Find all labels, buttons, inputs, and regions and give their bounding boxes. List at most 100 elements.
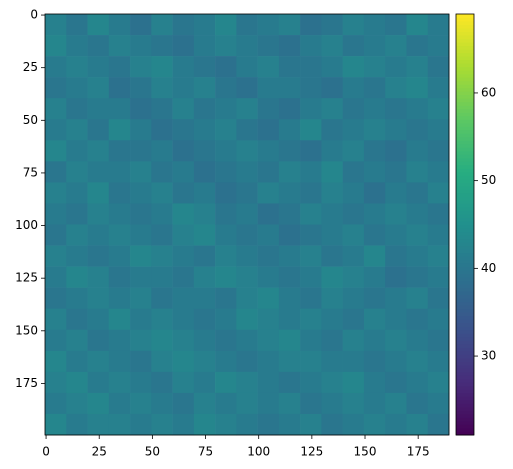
- heatmap-cell: [257, 287, 280, 309]
- heatmap-cell: [342, 266, 365, 288]
- heatmap-cell: [66, 224, 88, 246]
- heatmap-cell: [342, 35, 365, 57]
- heatmap-cell: [87, 140, 110, 162]
- y-tick-label: 50: [23, 113, 38, 127]
- heatmap-cell: [257, 98, 280, 120]
- colorbar-band: [456, 336, 474, 341]
- heatmap-cell: [215, 140, 237, 162]
- heatmap-cell: [66, 77, 88, 99]
- colorbar-band: [456, 206, 474, 211]
- heatmap-cell: [363, 350, 386, 373]
- colorbar-band: [456, 80, 474, 85]
- heatmap-cell: [257, 371, 280, 394]
- heatmap-cell: [406, 287, 429, 309]
- heatmap-cell: [151, 203, 173, 225]
- heatmap-cell: [108, 392, 131, 415]
- colorbar-band: [456, 298, 474, 303]
- heatmap-cell: [385, 308, 407, 331]
- colorbar-band: [456, 238, 474, 243]
- heatmap-cell: [130, 140, 152, 162]
- heatmap-cell: [278, 224, 301, 246]
- heatmap-cell: [193, 35, 216, 57]
- heatmap-cell: [385, 413, 407, 436]
- heatmap-cell: [321, 371, 343, 394]
- heatmap-cell: [278, 35, 301, 57]
- colorbar-band: [456, 164, 474, 169]
- heatmap-cell: [363, 308, 386, 331]
- colorbar-band: [456, 45, 474, 50]
- colorbar-band: [456, 312, 474, 317]
- colorbar-band: [456, 17, 474, 22]
- colorbar-band: [456, 220, 474, 225]
- colorbar-band: [456, 277, 474, 282]
- heatmap-cell: [87, 203, 110, 225]
- heatmap-cell: [130, 182, 152, 204]
- heatmap-cell: [342, 350, 365, 373]
- heatmap-cell: [427, 14, 450, 36]
- heatmap-cell: [321, 266, 343, 288]
- heatmap-cell: [257, 392, 280, 415]
- heatmap-cell: [130, 350, 152, 373]
- x-tick-label: 175: [407, 445, 430, 459]
- colorbar-tick-label: 30: [481, 349, 496, 363]
- heatmap-cell: [300, 35, 322, 57]
- heatmap-cell: [406, 140, 429, 162]
- heatmap-cell: [66, 245, 88, 267]
- heatmap-cell: [257, 14, 280, 36]
- colorbar-band: [456, 14, 474, 19]
- heatmap-cell: [257, 413, 280, 436]
- heatmap-cell: [193, 266, 216, 288]
- heatmap-cell: [321, 245, 343, 267]
- heatmap-cell: [278, 119, 301, 141]
- heatmap-cell: [278, 329, 301, 352]
- colorbar-band: [456, 431, 474, 436]
- heatmap-cell: [385, 371, 407, 394]
- heatmap-cell: [215, 329, 237, 352]
- colorbar-band: [456, 154, 474, 159]
- colorbar-band: [456, 368, 474, 373]
- heatmap-cell: [427, 329, 450, 352]
- heatmap-cell: [363, 140, 386, 162]
- colorbar-band: [456, 38, 474, 43]
- heatmap-cell: [236, 245, 258, 267]
- heatmap-cell: [87, 182, 110, 204]
- heatmap-cell: [321, 350, 343, 373]
- heatmap-cell: [108, 56, 131, 78]
- colorbar-band: [456, 329, 474, 334]
- colorbar-band: [456, 98, 474, 103]
- heatmap-cell: [406, 77, 429, 99]
- heatmap-cell: [321, 287, 343, 309]
- heatmap-cell: [257, 182, 280, 204]
- heatmap-cell: [363, 245, 386, 267]
- colorbar-band: [456, 273, 474, 278]
- heatmap-cell: [130, 287, 152, 309]
- colorbar-band: [456, 252, 474, 257]
- heatmap-cell: [385, 77, 407, 99]
- heatmap-cell: [300, 287, 322, 309]
- heatmap-cell: [385, 14, 407, 36]
- colorbar-band: [456, 417, 474, 422]
- heatmap-cell: [300, 413, 322, 436]
- colorbar-band: [456, 256, 474, 261]
- heatmap-cell: [321, 413, 343, 436]
- heatmap-cell: [406, 329, 429, 352]
- heatmap-cell: [385, 35, 407, 57]
- colorbar-band: [456, 28, 474, 33]
- y-tick-label: 75: [23, 165, 38, 179]
- heatmap-cell: [108, 98, 131, 120]
- heatmap-cell: [363, 35, 386, 57]
- colorbar-band: [456, 112, 474, 117]
- colorbar-band: [456, 287, 474, 292]
- heatmap-cell: [193, 392, 216, 415]
- heatmap-cell: [66, 308, 88, 331]
- colorbar-band: [456, 280, 474, 285]
- heatmap-cell: [108, 245, 131, 267]
- colorbar-tick-label: 40: [481, 261, 496, 275]
- heatmap-cell: [108, 35, 131, 57]
- colorbar-tick-label: 60: [481, 85, 496, 99]
- colorbar-band: [456, 270, 474, 275]
- heatmap-cell: [342, 98, 365, 120]
- heatmap-cell: [363, 182, 386, 204]
- colorbar-band: [456, 168, 474, 173]
